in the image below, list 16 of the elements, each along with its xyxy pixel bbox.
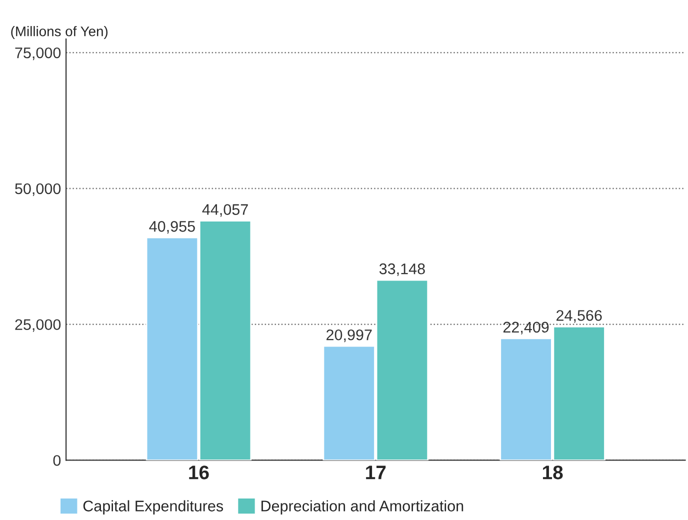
legend-label: Capital Expenditures — [83, 500, 224, 514]
y-tick-label: 25,000 — [15, 319, 61, 332]
y-axis-title: (Millions of Yen) — [11, 26, 108, 39]
data-label: 44,057 — [202, 204, 248, 217]
x-tick-label: 18 — [542, 466, 563, 480]
data-label: 22,409 — [503, 322, 549, 334]
data-label: 33,148 — [379, 263, 425, 276]
x-tick-label: 17 — [366, 466, 386, 480]
y-tick-label: 75,000 — [15, 47, 61, 60]
y-tick-label: 0 — [53, 455, 61, 466]
data-label: 40,955 — [149, 221, 195, 234]
data-label: 20,997 — [326, 329, 372, 342]
data-label: 24,566 — [556, 310, 602, 323]
y-tick-label: 50,000 — [15, 183, 61, 196]
x-tick-label: 16 — [189, 466, 209, 480]
legend-label: Depreciation and Amortization — [262, 500, 464, 514]
